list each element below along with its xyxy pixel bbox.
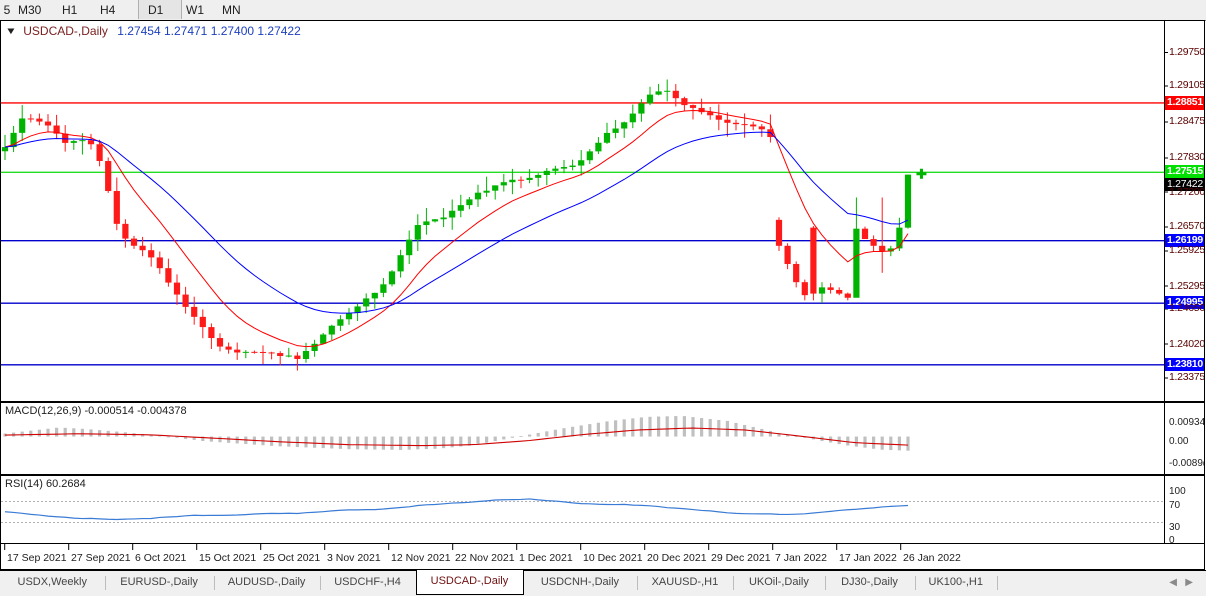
svg-text:✚: ✚ <box>916 167 927 182</box>
